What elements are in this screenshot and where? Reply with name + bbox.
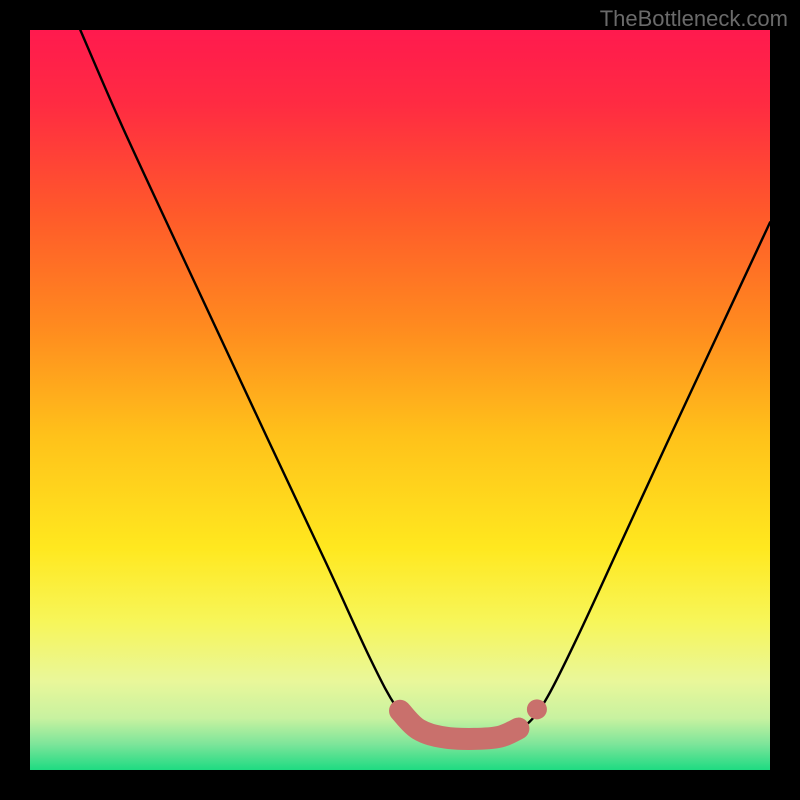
end-marker <box>527 699 547 719</box>
plot-area <box>30 30 770 770</box>
chart-container: TheBottleneck.com <box>0 0 800 800</box>
gradient-background <box>30 30 770 770</box>
watermark-text: TheBottleneck.com <box>600 6 788 32</box>
chart-svg <box>30 30 770 770</box>
